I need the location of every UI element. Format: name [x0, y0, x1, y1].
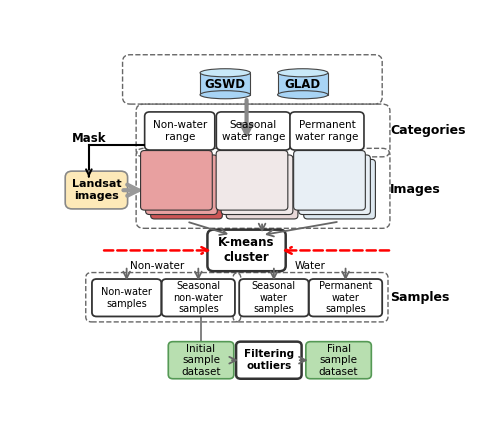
Text: Non-water
range: Non-water range [152, 120, 207, 142]
Ellipse shape [200, 69, 250, 77]
FancyBboxPatch shape [216, 151, 288, 210]
Text: Initial
sample
dataset: Initial sample dataset [182, 343, 221, 377]
FancyBboxPatch shape [290, 112, 364, 150]
Text: Filtering
outliers: Filtering outliers [244, 349, 294, 371]
FancyBboxPatch shape [298, 155, 370, 214]
Text: Non-water
samples: Non-water samples [101, 287, 152, 309]
FancyBboxPatch shape [200, 73, 250, 95]
FancyBboxPatch shape [294, 151, 366, 210]
Text: Samples: Samples [390, 290, 450, 304]
FancyBboxPatch shape [162, 279, 235, 316]
FancyBboxPatch shape [239, 279, 308, 316]
FancyBboxPatch shape [221, 155, 293, 214]
Ellipse shape [200, 91, 250, 99]
FancyBboxPatch shape [92, 279, 162, 316]
Text: Mask: Mask [72, 132, 106, 145]
Text: GSWD: GSWD [205, 78, 246, 91]
Text: Landsat
images: Landsat images [72, 179, 121, 201]
Text: Seasonal
non-water
samples: Seasonal non-water samples [174, 281, 223, 314]
Text: Seasonal
water range: Seasonal water range [222, 120, 285, 142]
FancyBboxPatch shape [226, 160, 298, 219]
Ellipse shape [278, 69, 328, 77]
Text: GLAD: GLAD [284, 78, 321, 91]
FancyBboxPatch shape [236, 342, 302, 379]
Text: Permanent
water range: Permanent water range [296, 120, 358, 142]
FancyBboxPatch shape [306, 342, 372, 379]
FancyBboxPatch shape [278, 73, 328, 95]
Text: Water: Water [295, 261, 326, 271]
FancyBboxPatch shape [168, 342, 234, 379]
FancyBboxPatch shape [146, 155, 218, 214]
Text: Images: Images [390, 183, 440, 196]
FancyBboxPatch shape [144, 112, 215, 150]
FancyBboxPatch shape [216, 112, 290, 150]
Text: Final
sample
dataset: Final sample dataset [319, 343, 358, 377]
FancyBboxPatch shape [208, 230, 286, 271]
FancyBboxPatch shape [140, 151, 212, 210]
Text: Seasonal
water
samples: Seasonal water samples [252, 281, 296, 314]
Text: Categories: Categories [390, 124, 466, 137]
FancyBboxPatch shape [304, 160, 376, 219]
FancyBboxPatch shape [150, 160, 222, 219]
Text: Non-water: Non-water [130, 261, 184, 271]
FancyBboxPatch shape [309, 279, 382, 316]
Text: Permanent
water
samples: Permanent water samples [319, 281, 372, 314]
FancyBboxPatch shape [65, 171, 128, 209]
Ellipse shape [278, 91, 328, 99]
Text: Intersection: Intersection [258, 114, 324, 124]
Text: K-means
cluster: K-means cluster [218, 236, 275, 264]
